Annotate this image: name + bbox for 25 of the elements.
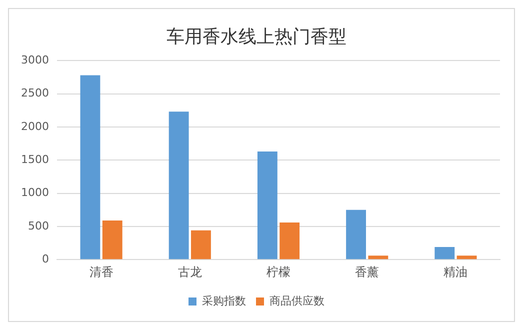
bar [102, 220, 122, 260]
x-tick-label: 香薰 [355, 264, 380, 279]
chart-title: 车用香水线上热门香型 [166, 26, 346, 48]
bar [80, 75, 100, 260]
x-tick-label: 精油 [444, 264, 468, 279]
y-tick-label: 0 [42, 252, 49, 266]
bar [280, 222, 300, 260]
y-tick-label: 500 [28, 219, 49, 232]
legend-label: 商品供应数 [270, 294, 324, 308]
y-tick-label: 2500 [20, 86, 49, 100]
bar [346, 210, 366, 260]
y-tick-label: 3000 [20, 53, 49, 66]
bar [434, 246, 455, 260]
bar [456, 256, 477, 260]
y-tick-label: 2000 [20, 120, 49, 133]
y-tick-label: 1500 [20, 152, 49, 166]
y-tick-label: 1000 [20, 186, 49, 200]
bar [191, 230, 211, 260]
bar [257, 151, 278, 260]
x-tick-label: 柠檬 [266, 264, 290, 279]
x-tick-label: 清香 [89, 264, 114, 279]
bar [368, 256, 388, 260]
bar [168, 112, 189, 260]
legend-label: 采购指数 [202, 294, 246, 308]
x-tick-label: 古龙 [178, 264, 202, 279]
